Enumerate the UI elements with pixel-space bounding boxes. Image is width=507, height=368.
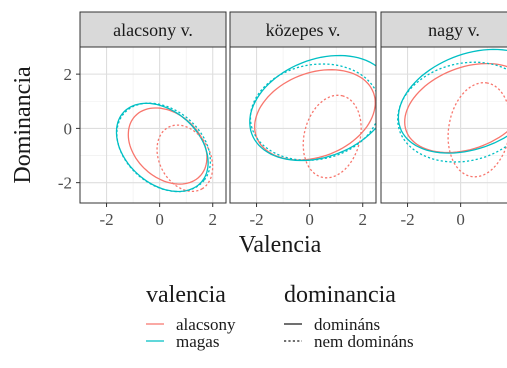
- legend-label: alacsony: [176, 315, 236, 334]
- ellipse-mark: [397, 48, 507, 154]
- legend-title: valencia: [146, 282, 226, 308]
- ellipse-mark: [249, 54, 376, 162]
- y-tick-label: 2: [64, 65, 73, 84]
- x-tick-label: -2: [249, 210, 263, 229]
- axes: -202-202-202-202: [58, 65, 465, 229]
- panel-border: [229, 46, 377, 204]
- legend-label: nem domináns: [314, 332, 414, 351]
- y-tick-label: -2: [58, 174, 72, 193]
- x-tick-label: 0: [155, 210, 164, 229]
- x-tick-label: 0: [456, 210, 465, 229]
- ellipse-mark: [249, 63, 376, 161]
- ellipse-mark: [404, 62, 507, 154]
- ellipse-mark: [302, 94, 362, 179]
- ellipse-mark: [254, 69, 376, 161]
- panel-background: [381, 47, 507, 203]
- ellipse-series: [115, 102, 214, 193]
- y-tick-label: 0: [64, 119, 73, 138]
- panel-background: [80, 47, 226, 203]
- panel-border: [380, 46, 507, 204]
- x-axis-title: Valencia: [239, 232, 322, 258]
- legend-title: dominancia: [284, 282, 396, 308]
- facet-panels: alacsony v. közepes v. nagy v.: [79, 11, 507, 204]
- facet-strip-label: alacsony v.: [113, 20, 193, 40]
- ellipse-mark: [447, 82, 507, 178]
- x-tick-label: -2: [99, 210, 113, 229]
- facet-panel: nagy v.: [380, 11, 507, 204]
- x-tick-label: -2: [400, 210, 414, 229]
- panel-border: [79, 46, 227, 204]
- legend-label: magas: [176, 332, 219, 351]
- facet-strip-label: nagy v.: [428, 20, 480, 40]
- ellipse-series: [397, 48, 507, 178]
- x-tick-label: 2: [358, 210, 367, 229]
- ellipse-series: [249, 54, 376, 179]
- grid-lines: [80, 47, 226, 203]
- legend-label: domináns: [314, 315, 380, 334]
- x-tick-label: 0: [305, 210, 314, 229]
- ellipse-mark: [116, 102, 212, 193]
- y-axis-title: Dominancia: [10, 66, 36, 184]
- facet-strip: [79, 11, 227, 48]
- facet-panel: alacsony v.: [79, 11, 227, 204]
- facet-strip: [229, 11, 377, 48]
- facet-panel: közepes v.: [229, 11, 377, 204]
- x-tick-label: 2: [208, 210, 217, 229]
- facet-strip-label: közepes v.: [266, 20, 341, 40]
- grid-lines: [381, 47, 507, 203]
